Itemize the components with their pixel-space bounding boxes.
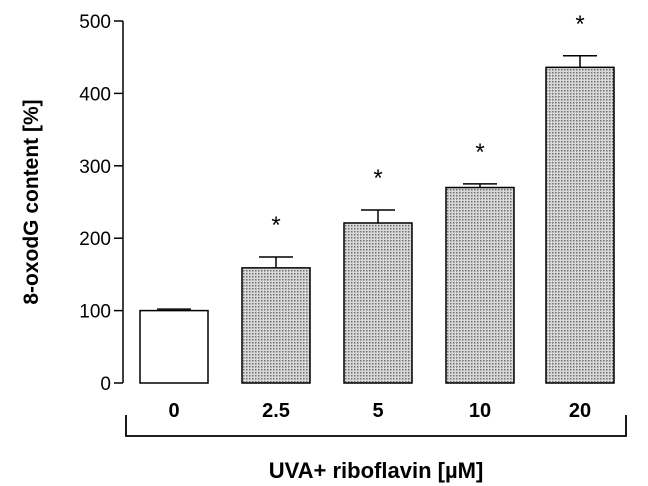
category-label: 20 xyxy=(569,400,591,422)
x-axis xyxy=(125,415,627,437)
bar xyxy=(241,267,311,384)
category-label: 0 xyxy=(168,400,179,422)
y-tick-label: 400 xyxy=(79,84,111,105)
bar xyxy=(445,186,515,384)
significance-marker: * xyxy=(475,139,484,166)
x-axis-label: UVA+ riboflavin [µM] xyxy=(269,458,484,483)
y-tick-label: 0 xyxy=(100,374,111,395)
y-tick-label: 100 xyxy=(79,302,111,323)
y-tick-label: 300 xyxy=(79,157,111,178)
bar xyxy=(139,309,209,384)
category-label: 2.5 xyxy=(262,400,290,422)
category-bracket xyxy=(125,415,627,437)
y-axis: 0 100 200 300 400 500 xyxy=(79,12,124,395)
bar xyxy=(545,66,615,384)
y-tick-label: 200 xyxy=(79,229,111,250)
significance-marker: * xyxy=(575,11,584,38)
category-label: 5 xyxy=(372,400,383,422)
bars: 0 * 2.5 * 5 * 10 * 20 xyxy=(139,11,615,422)
y-axis-label: 8-oxodG content [%] xyxy=(20,99,43,304)
bar xyxy=(343,222,413,384)
y-tick-label: 500 xyxy=(79,12,111,33)
category-label: 10 xyxy=(469,400,491,422)
significance-marker: * xyxy=(373,165,382,192)
significance-marker: * xyxy=(271,212,280,239)
